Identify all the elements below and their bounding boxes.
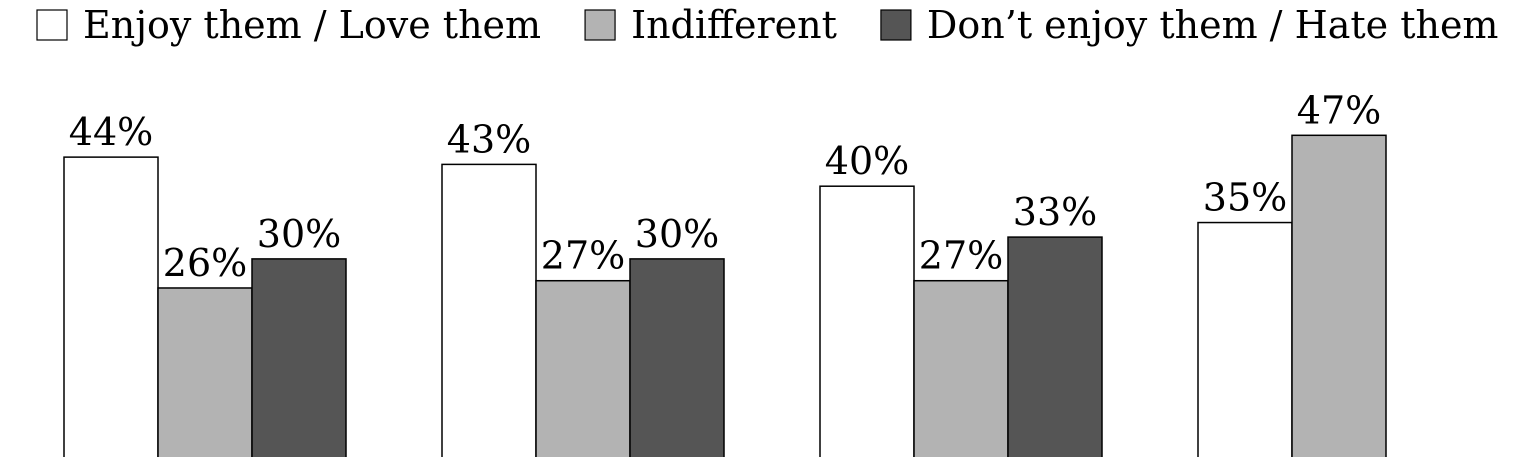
data-label-group1-series2: 26% <box>163 241 247 285</box>
data-labels-group: 44%26%30%43%27% 30%40%27%33% 35%47% <box>69 88 1381 285</box>
legend-label-1: Enjoy them / Love them <box>83 3 541 47</box>
legend-label-3: Don’t enjoy them / Hate them <box>927 3 1499 47</box>
bar-group3-series2 <box>914 281 1008 457</box>
bar-group2-series2 <box>536 281 630 457</box>
legend-label-2: Indifferent <box>631 3 837 47</box>
bar-group1-series2 <box>158 288 252 457</box>
data-label-group1-series1: 44% <box>69 110 153 154</box>
bar-group2-series1 <box>442 164 536 457</box>
data-label-group3-series1: 40% <box>825 139 909 183</box>
bar-group3-series1 <box>820 186 914 457</box>
bar-group1-series3 <box>252 259 346 457</box>
bar-group1-series1 <box>64 157 158 457</box>
bar-group4-series1 <box>1198 223 1292 457</box>
legend: Enjoy them / Love them Indifferent Don’t e… <box>37 3 1498 47</box>
legend-swatch-1 <box>37 10 67 40</box>
data-label-group2-series2: 27% <box>541 234 625 278</box>
data-label-group3-series2: 27% <box>919 234 1003 278</box>
data-label-group2-series3: 30% <box>635 212 719 256</box>
bars-group <box>64 135 1386 457</box>
bar-group4-series2 <box>1292 135 1386 457</box>
data-label-group1-series3: 30% <box>257 212 341 256</box>
data-label-group2-series1: 43% <box>447 117 531 161</box>
bar-group2-series3 <box>630 259 724 457</box>
legend-swatch-3 <box>881 10 911 40</box>
data-label-group4-series1: 35% <box>1203 176 1287 220</box>
legend-swatch-2 <box>585 10 615 40</box>
data-label-group4-series2: 47% <box>1297 88 1381 132</box>
data-label-group3-series3: 33% <box>1013 190 1097 234</box>
bar-group3-series3 <box>1008 237 1102 457</box>
